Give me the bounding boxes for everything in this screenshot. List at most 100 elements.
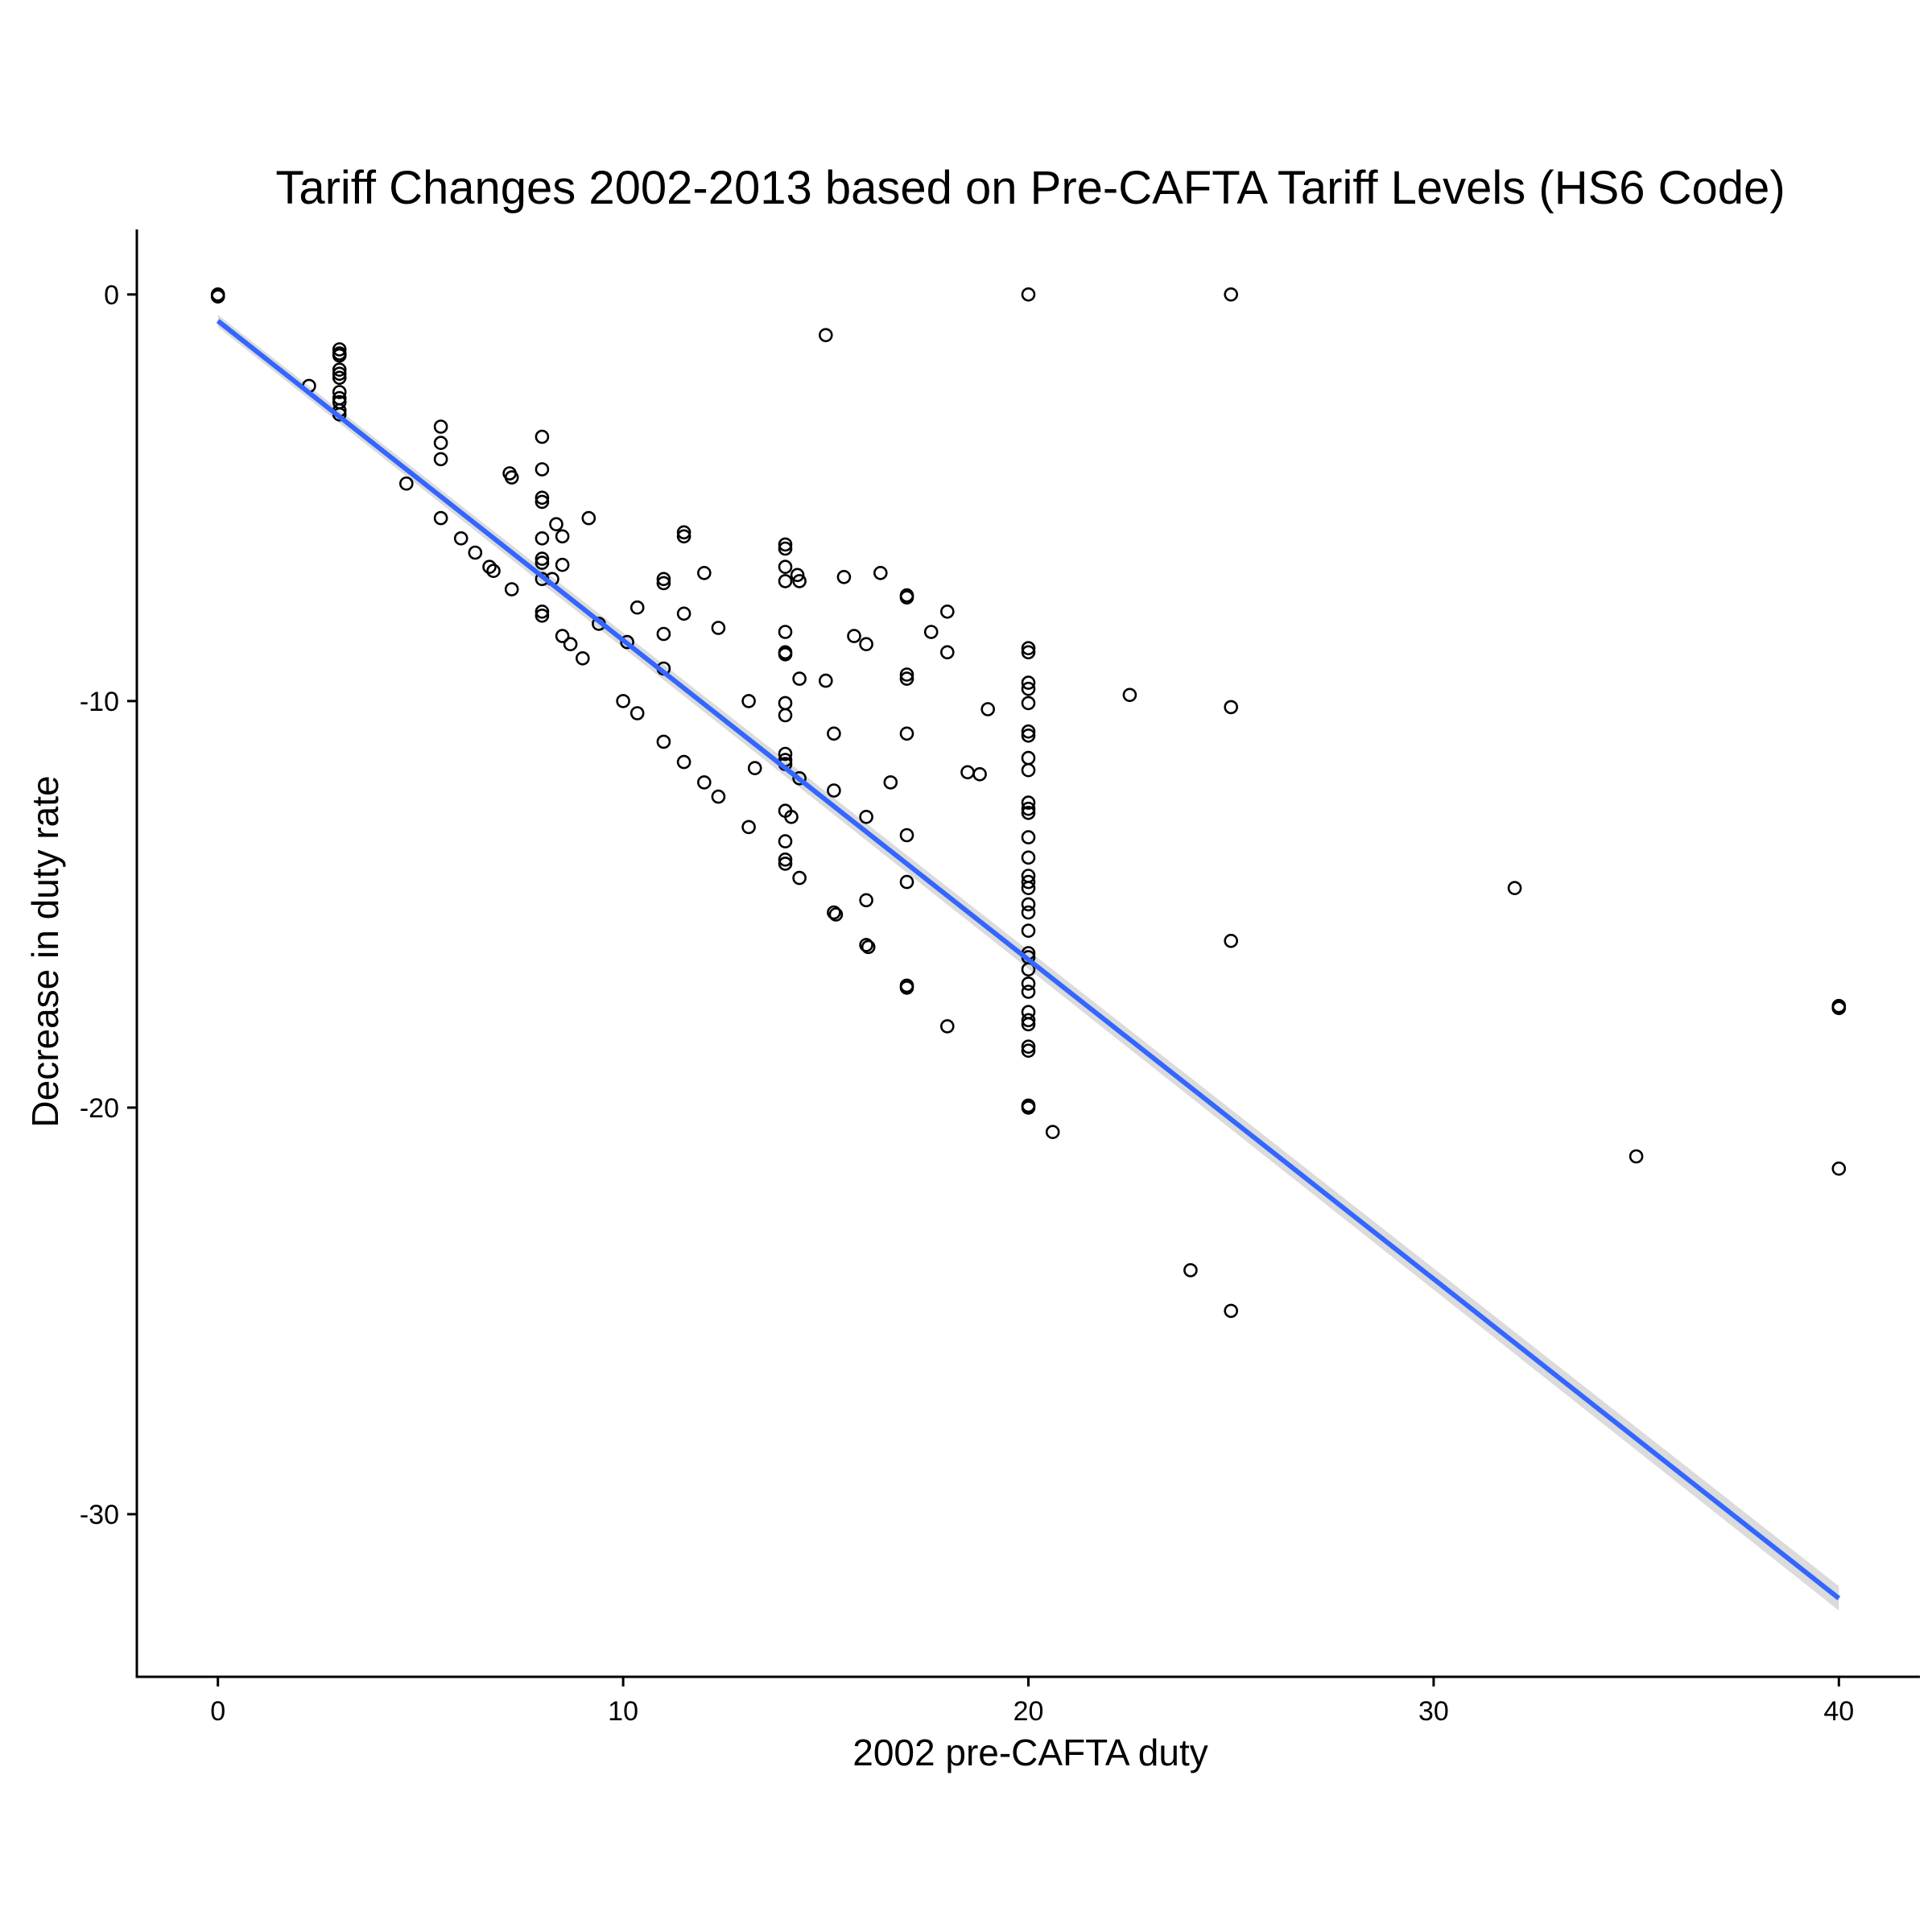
data-point bbox=[676, 606, 691, 621]
data-point bbox=[433, 419, 448, 434]
data-point bbox=[630, 706, 645, 720]
data-point bbox=[398, 476, 414, 491]
data-point bbox=[656, 572, 671, 587]
data-point bbox=[696, 565, 712, 580]
data-point bbox=[1224, 700, 1238, 715]
data-point bbox=[1021, 675, 1036, 690]
y-tick-label: -20 bbox=[80, 1093, 119, 1124]
data-point bbox=[332, 362, 347, 378]
x-tick-label: 30 bbox=[1418, 1696, 1449, 1727]
data-point bbox=[676, 754, 691, 770]
data-point bbox=[861, 939, 876, 955]
data-point bbox=[453, 530, 469, 546]
y-axis-title: Decrease in duty rate bbox=[24, 775, 66, 1127]
data-point bbox=[778, 541, 793, 556]
data-point bbox=[1021, 830, 1036, 844]
data-point bbox=[778, 646, 793, 662]
data-point bbox=[778, 625, 793, 639]
data-point bbox=[778, 537, 793, 552]
data-point bbox=[1021, 801, 1036, 816]
data-point bbox=[883, 775, 898, 790]
data-point bbox=[827, 905, 841, 920]
data-point bbox=[711, 621, 726, 635]
data-point bbox=[535, 490, 550, 506]
data-point bbox=[555, 629, 570, 643]
data-point bbox=[535, 494, 550, 510]
data-point bbox=[940, 604, 955, 619]
data-point bbox=[1045, 1125, 1060, 1139]
data-point bbox=[923, 625, 939, 639]
data-point bbox=[1629, 1149, 1644, 1164]
data-point bbox=[819, 673, 833, 688]
data-point bbox=[792, 574, 807, 588]
data-point bbox=[1021, 805, 1036, 820]
data-point bbox=[827, 783, 841, 798]
data-point bbox=[1021, 874, 1036, 890]
data-point bbox=[210, 289, 225, 304]
data-point bbox=[1021, 881, 1036, 895]
data-point bbox=[827, 726, 841, 741]
data-point bbox=[899, 667, 914, 682]
data-point bbox=[563, 637, 578, 652]
data-point bbox=[696, 775, 712, 790]
data-point bbox=[859, 938, 873, 952]
data-point bbox=[1021, 287, 1036, 302]
data-point bbox=[1021, 850, 1036, 865]
x-tick-label: 10 bbox=[608, 1696, 638, 1727]
x-tick-label: 40 bbox=[1823, 1696, 1854, 1727]
data-point bbox=[899, 980, 914, 995]
data-point bbox=[1021, 641, 1036, 656]
data-point bbox=[535, 530, 550, 546]
data-point bbox=[433, 510, 448, 526]
data-point bbox=[332, 348, 347, 363]
x-tick-label: 20 bbox=[1013, 1696, 1044, 1727]
data-point bbox=[1021, 962, 1036, 976]
data-point bbox=[873, 565, 888, 580]
data-point bbox=[828, 907, 844, 922]
data-point bbox=[899, 828, 914, 843]
data-point bbox=[581, 510, 597, 526]
data-point bbox=[778, 746, 793, 762]
data-point bbox=[656, 734, 671, 749]
data-point bbox=[778, 857, 793, 871]
data-point bbox=[1021, 681, 1036, 696]
data-point bbox=[859, 893, 873, 908]
data-point bbox=[555, 557, 570, 572]
chart-title: Tariff Changes 2002-2013 based on Pre-CA… bbox=[275, 162, 1785, 214]
data-point bbox=[899, 726, 914, 741]
data-point bbox=[980, 702, 995, 716]
data-point bbox=[1021, 728, 1036, 743]
data-point bbox=[1021, 645, 1036, 660]
data-point bbox=[819, 328, 833, 343]
data-point bbox=[575, 650, 590, 666]
y-tick-label: -10 bbox=[80, 687, 119, 717]
data-point bbox=[1021, 696, 1036, 711]
data-point bbox=[899, 874, 914, 890]
data-point bbox=[741, 694, 756, 708]
data-point bbox=[778, 834, 793, 848]
data-point bbox=[972, 766, 987, 782]
data-point bbox=[549, 517, 564, 532]
data-point bbox=[332, 370, 347, 386]
data-point bbox=[899, 671, 914, 686]
data-point bbox=[1831, 1001, 1847, 1015]
data-point bbox=[620, 634, 634, 650]
y-tick-label: -30 bbox=[80, 1500, 119, 1530]
data-point bbox=[859, 637, 873, 652]
data-point bbox=[792, 870, 807, 886]
data-points bbox=[210, 287, 1847, 1319]
data-point bbox=[332, 342, 347, 357]
data-point bbox=[1021, 762, 1036, 778]
x-tick-label: 0 bbox=[210, 1696, 225, 1727]
data-point bbox=[778, 574, 793, 588]
data-point bbox=[676, 529, 691, 544]
data-point bbox=[332, 385, 347, 399]
data-point bbox=[778, 708, 793, 723]
data-point bbox=[836, 569, 852, 584]
data-point bbox=[1021, 1100, 1036, 1115]
data-point bbox=[1831, 1161, 1847, 1176]
plot-area bbox=[210, 287, 1847, 1611]
data-point bbox=[1021, 1039, 1036, 1054]
